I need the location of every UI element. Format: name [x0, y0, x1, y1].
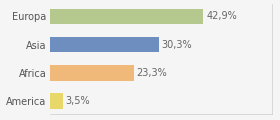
Bar	[50, 93, 63, 109]
Bar	[50, 65, 134, 81]
Bar	[50, 37, 158, 52]
Text: 30,3%: 30,3%	[161, 40, 192, 50]
Text: 42,9%: 42,9%	[206, 11, 237, 21]
Text: 3,5%: 3,5%	[66, 96, 90, 106]
Bar	[50, 9, 204, 24]
Text: 23,3%: 23,3%	[136, 68, 167, 78]
